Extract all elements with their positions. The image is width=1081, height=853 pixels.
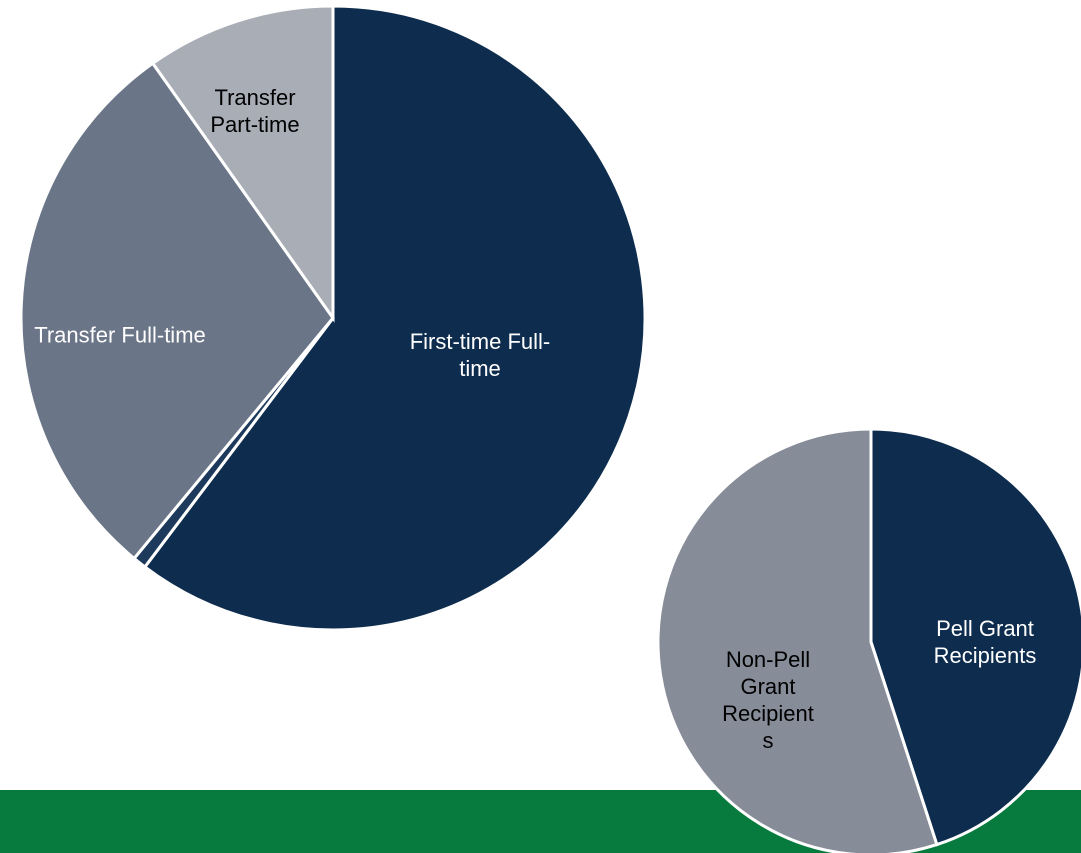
pie-slice [142,4,647,632]
slice-label: Non-Pell Grant Recipients [722,647,814,753]
pie-slice [19,61,335,561]
slice-label: Transfer Full-time [34,322,206,348]
pie-slice [869,427,1081,847]
pie-slice [656,427,939,853]
pie-slice [150,4,335,323]
slice-label: Pell Grant Recipients [933,616,1037,668]
slice-label: Transfer Part-time [210,85,300,137]
slice-label: First-time Full-time [409,329,551,381]
